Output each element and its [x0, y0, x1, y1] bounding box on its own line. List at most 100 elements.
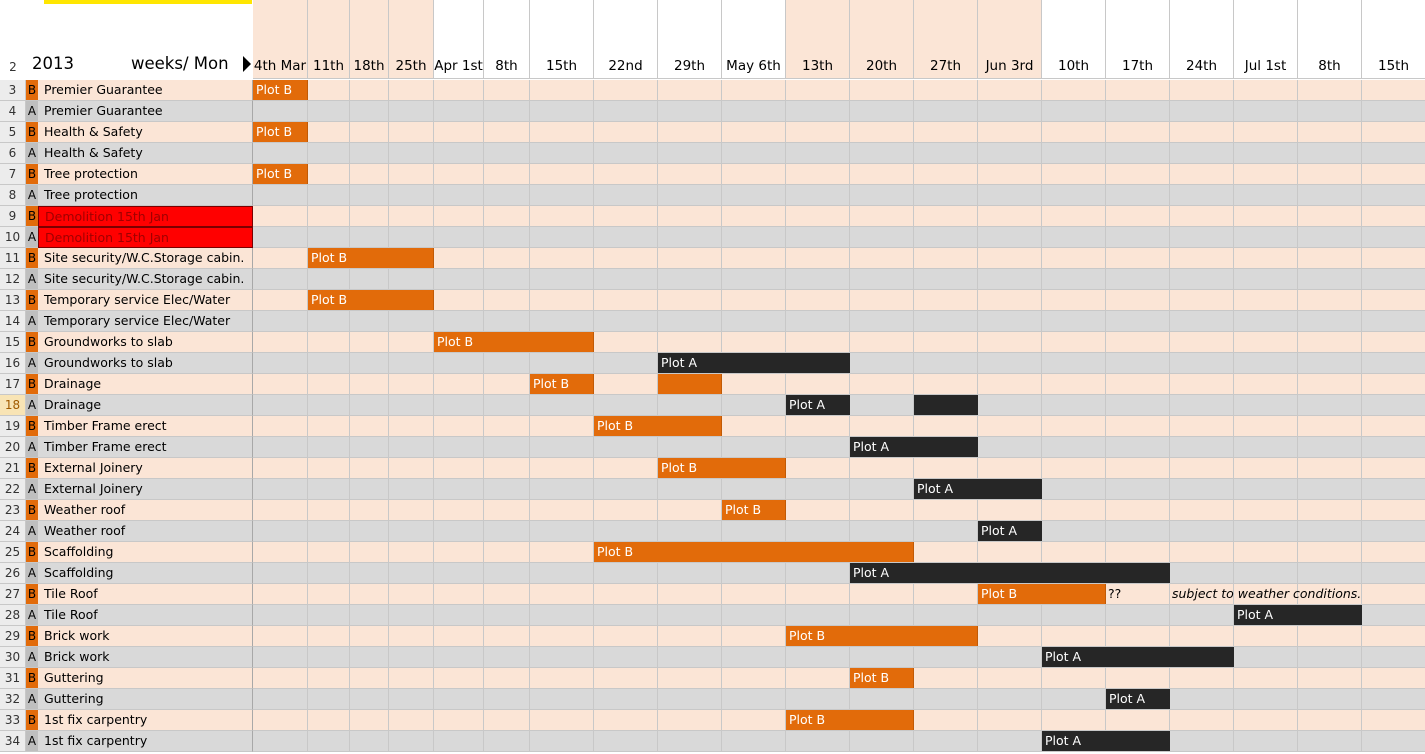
grid-cell[interactable] — [978, 311, 1042, 332]
grid-cell[interactable] — [1234, 668, 1298, 689]
plot-code-cell[interactable]: B — [26, 290, 38, 311]
grid-cell[interactable] — [786, 584, 850, 605]
grid-cell[interactable] — [914, 458, 978, 479]
grid-cell[interactable] — [1298, 731, 1362, 752]
grid-cell[interactable] — [350, 80, 389, 101]
grid-cell[interactable] — [530, 584, 594, 605]
grid-cell[interactable] — [786, 311, 850, 332]
plot-code-cell[interactable]: A — [26, 647, 38, 668]
grid-cell[interactable] — [722, 206, 786, 227]
grid-cell[interactable] — [658, 689, 722, 710]
grid-cell[interactable] — [722, 80, 786, 101]
grid-cell[interactable] — [658, 731, 722, 752]
grid-cell[interactable] — [1106, 626, 1170, 647]
grid-cell[interactable] — [1042, 332, 1106, 353]
row-number[interactable]: 6 — [0, 143, 26, 164]
grid-cell[interactable] — [1234, 248, 1298, 269]
grid-cell[interactable] — [389, 542, 434, 563]
grid-cell[interactable] — [722, 479, 786, 500]
grid-cell[interactable] — [434, 542, 484, 563]
grid-cell[interactable] — [978, 290, 1042, 311]
plot-code-cell[interactable]: A — [26, 689, 38, 710]
grid-cell[interactable] — [484, 731, 530, 752]
grid-cell[interactable] — [786, 122, 850, 143]
plot-code-cell[interactable]: A — [26, 185, 38, 206]
row-number[interactable]: 19 — [0, 416, 26, 437]
grid-cell[interactable] — [484, 122, 530, 143]
week-header[interactable]: 18th — [350, 0, 389, 79]
grid-cell[interactable] — [308, 143, 350, 164]
grid-cell[interactable] — [1042, 227, 1106, 248]
grid-cell[interactable] — [722, 521, 786, 542]
grid-cell[interactable] — [1298, 311, 1362, 332]
week-header[interactable]: 15th — [1362, 0, 1425, 79]
grid-cell[interactable] — [658, 206, 722, 227]
grid-cell[interactable] — [1106, 353, 1170, 374]
grid-cell[interactable] — [658, 227, 722, 248]
grid-cell[interactable] — [786, 248, 850, 269]
grid-cell[interactable] — [530, 206, 594, 227]
grid-cell[interactable] — [308, 80, 350, 101]
grid-cell[interactable] — [1362, 542, 1425, 563]
grid-cell[interactable] — [594, 164, 658, 185]
gantt-bar[interactable]: Plot A — [850, 563, 1170, 583]
grid-cell[interactable] — [308, 395, 350, 416]
grid-cell[interactable] — [1042, 374, 1106, 395]
plot-code-cell[interactable]: A — [26, 521, 38, 542]
grid-cell[interactable] — [1362, 227, 1425, 248]
grid-cell[interactable] — [484, 227, 530, 248]
grid-cell[interactable] — [484, 185, 530, 206]
week-header[interactable]: 20th — [850, 0, 914, 79]
grid-cell[interactable] — [594, 731, 658, 752]
grid-cell[interactable] — [484, 395, 530, 416]
grid-cell[interactable] — [484, 647, 530, 668]
grid-cell[interactable] — [389, 605, 434, 626]
grid-cell[interactable] — [1170, 500, 1234, 521]
grid-cell[interactable] — [722, 626, 786, 647]
grid-cell[interactable] — [722, 101, 786, 122]
grid-cell[interactable] — [1234, 647, 1298, 668]
grid-cell[interactable] — [1362, 437, 1425, 458]
grid-cell[interactable] — [308, 647, 350, 668]
grid-cell[interactable] — [1042, 710, 1106, 731]
grid-cell[interactable] — [722, 689, 786, 710]
grid-cell[interactable] — [350, 269, 389, 290]
grid-cell[interactable] — [484, 605, 530, 626]
grid-cell[interactable] — [1106, 605, 1170, 626]
grid-cell[interactable] — [389, 206, 434, 227]
grid-cell[interactable] — [434, 164, 484, 185]
grid-cell[interactable] — [1170, 479, 1234, 500]
week-header[interactable]: 25th — [389, 0, 434, 79]
grid-cell[interactable] — [1234, 731, 1298, 752]
task-cell[interactable]: Temporary service Elec/Water — [38, 290, 253, 311]
grid-cell[interactable] — [722, 143, 786, 164]
grid-cell[interactable] — [658, 500, 722, 521]
grid-cell[interactable] — [1298, 143, 1362, 164]
grid-cell[interactable] — [484, 353, 530, 374]
grid-cell[interactable] — [594, 668, 658, 689]
grid-cell[interactable] — [1298, 542, 1362, 563]
grid-cell[interactable] — [1362, 500, 1425, 521]
grid-cell[interactable] — [1362, 689, 1425, 710]
grid-cell[interactable] — [350, 332, 389, 353]
grid-cell[interactable] — [722, 395, 786, 416]
grid-cell[interactable] — [484, 479, 530, 500]
grid-cell[interactable] — [253, 605, 308, 626]
row-number[interactable]: 22 — [0, 479, 26, 500]
grid-cell[interactable] — [1298, 458, 1362, 479]
grid-cell[interactable] — [1106, 227, 1170, 248]
grid-cell[interactable] — [1170, 437, 1234, 458]
grid-cell[interactable] — [978, 647, 1042, 668]
grid-cell[interactable] — [978, 458, 1042, 479]
row-number[interactable]: 31 — [0, 668, 26, 689]
grid-cell[interactable] — [1170, 164, 1234, 185]
grid-cell[interactable] — [1170, 227, 1234, 248]
grid-cell[interactable] — [1298, 689, 1362, 710]
grid-cell[interactable] — [253, 290, 308, 311]
grid-cell[interactable] — [850, 500, 914, 521]
grid-cell[interactable] — [786, 731, 850, 752]
grid-cell[interactable] — [978, 437, 1042, 458]
grid-cell[interactable] — [658, 479, 722, 500]
gantt-bar[interactable]: Plot B — [658, 458, 786, 478]
note-weather[interactable]: subject to weather conditions. — [1172, 586, 1362, 601]
